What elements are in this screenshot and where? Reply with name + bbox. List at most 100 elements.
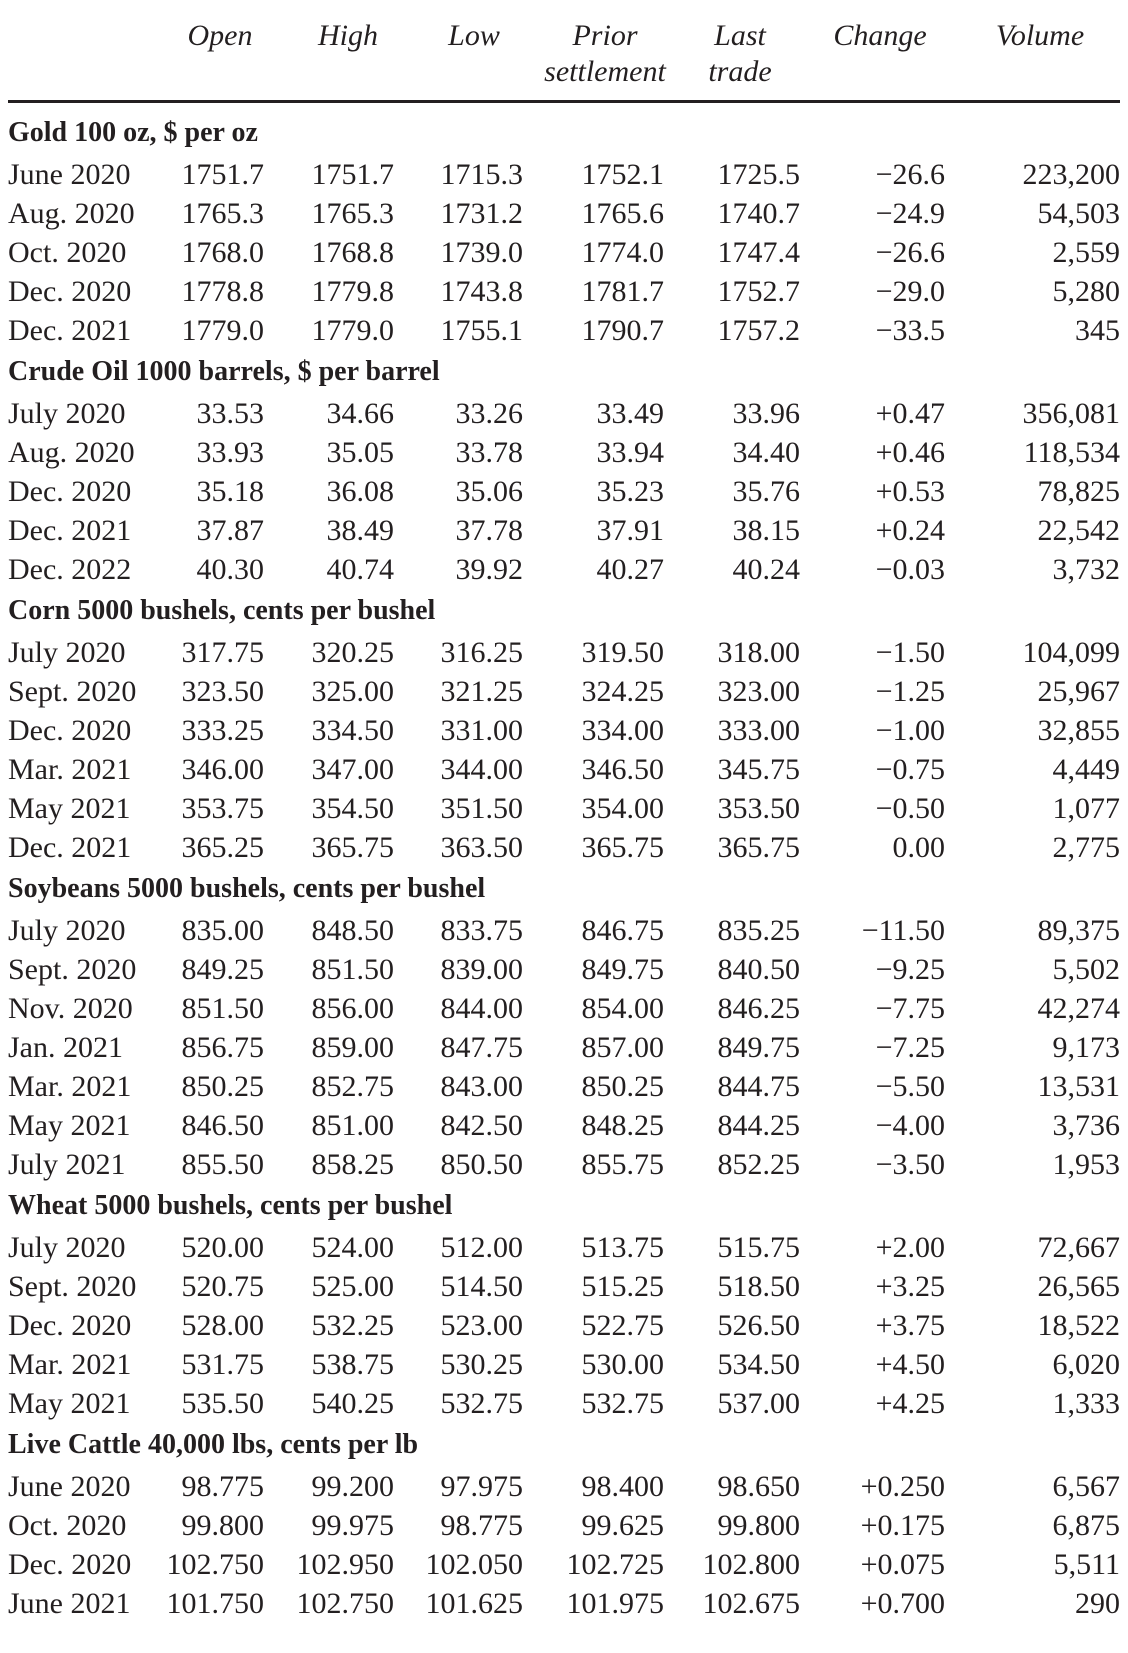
table-row: July 2020 33.53 34.66 33.26 33.49 33.96 +0.47 3…	[0, 394, 1128, 433]
cell-prior-settlement: 848.25	[581, 1109, 665, 1142]
cell-high: 1765.3	[311, 197, 395, 230]
cell-month: Dec. 2020	[8, 1309, 132, 1342]
cell-last-trade: 849.75	[717, 1031, 801, 1064]
cell-low: 363.50	[440, 831, 524, 864]
cell-low: 101.625	[425, 1587, 524, 1620]
header-trade-label: trade	[708, 55, 772, 88]
cell-prior-settlement: 854.00	[581, 992, 665, 1025]
cell-change: +2.00	[875, 1231, 945, 1264]
cell-last-trade: 840.50	[717, 953, 801, 986]
cell-prior-settlement: 1774.0	[581, 236, 665, 269]
cell-high: 859.00	[311, 1031, 395, 1064]
cell-open: 35.18	[196, 475, 265, 508]
cell-low: 1755.1	[440, 314, 524, 347]
cell-change: −9.25	[875, 953, 945, 986]
cell-low: 33.26	[455, 397, 524, 430]
table-row: Sept. 2020 849.25 851.50 839.00 849.75 840.50…	[0, 950, 1128, 989]
cell-prior-settlement: 346.50	[581, 753, 665, 786]
cell-volume: 89,375	[1037, 914, 1121, 947]
table-row: June 2020 98.775 99.200 97.975 98.400 98.650 +…	[0, 1467, 1128, 1506]
cell-open: 333.25	[181, 714, 265, 747]
header-rule	[8, 100, 1120, 103]
cell-change: −33.5	[875, 314, 945, 347]
cell-low: 316.25	[440, 636, 524, 669]
cell-prior-settlement: 1765.6	[581, 197, 665, 230]
cell-month: Oct. 2020	[8, 1509, 127, 1542]
cell-change: +0.250	[860, 1470, 945, 1503]
cell-month: June 2020	[8, 158, 131, 191]
cell-low: 839.00	[440, 953, 524, 986]
cell-change: −4.00	[875, 1109, 945, 1142]
cell-prior-settlement: 99.625	[581, 1509, 665, 1542]
cell-prior-settlement: 530.00	[581, 1348, 665, 1381]
cell-low: 37.78	[455, 514, 524, 547]
cell-low: 35.06	[455, 475, 524, 508]
cell-low: 331.00	[440, 714, 524, 747]
cell-last-trade: 102.800	[702, 1548, 801, 1581]
cell-change: −1.00	[875, 714, 945, 747]
cell-open: 99.800	[181, 1509, 265, 1542]
cell-last-trade: 844.25	[717, 1109, 801, 1142]
cell-volume: 1,333	[1052, 1387, 1121, 1420]
cell-month: Mar. 2021	[8, 753, 132, 786]
cell-prior-settlement: 850.25	[581, 1070, 665, 1103]
cell-month: Sept. 2020	[8, 675, 137, 708]
cell-last-trade: 34.40	[732, 436, 801, 469]
cell-volume: 118,534	[1023, 436, 1120, 469]
cell-open: 33.93	[196, 436, 265, 469]
cell-low: 102.050	[425, 1548, 524, 1581]
header-volume: Volume	[960, 18, 1120, 54]
cell-change: −1.50	[875, 636, 945, 669]
header-open: Open	[170, 18, 270, 54]
cell-volume: 2,559	[1052, 236, 1121, 269]
cell-volume: 2,775	[1052, 831, 1121, 864]
cell-month: Jan. 2021	[8, 1031, 123, 1064]
table-row: Oct. 2020 1768.0 1768.8 1739.0 1774.0 1747.4 −…	[0, 233, 1128, 272]
table-row: Dec. 2020 102.750 102.950 102.050 102.725 102…	[0, 1545, 1128, 1584]
cell-month: Dec. 2021	[8, 314, 132, 347]
cell-prior-settlement: 846.75	[581, 914, 665, 947]
cell-last-trade: 345.75	[717, 753, 801, 786]
cell-last-trade: 1752.7	[717, 275, 801, 308]
cell-high: 347.00	[311, 753, 395, 786]
table-row: Dec. 2020 1778.8 1779.8 1743.8 1781.7 1752.7 −…	[0, 272, 1128, 311]
cell-volume: 5,280	[1052, 275, 1121, 308]
cell-prior-settlement: 1790.7	[581, 314, 665, 347]
cell-open: 102.750	[166, 1548, 265, 1581]
cell-high: 1779.8	[311, 275, 395, 308]
header-open-label: Open	[187, 19, 253, 52]
cell-change: −7.25	[875, 1031, 945, 1064]
cell-last-trade: 365.75	[717, 831, 801, 864]
cell-prior-settlement: 532.75	[581, 1387, 665, 1420]
header-high: High	[298, 18, 398, 54]
cell-change: +0.175	[860, 1509, 945, 1542]
cell-volume: 25,967	[1037, 675, 1121, 708]
cell-open: 535.50	[181, 1387, 265, 1420]
cell-last-trade: 318.00	[717, 636, 801, 669]
cell-volume: 3,732	[1052, 553, 1121, 586]
cell-month: July 2020	[8, 397, 126, 430]
cell-month: July 2020	[8, 914, 126, 947]
cell-high: 856.00	[311, 992, 395, 1025]
cell-change: 0.00	[892, 831, 946, 864]
table-row: July 2021 855.50 858.25 850.50 855.75 852.25 −…	[0, 1145, 1128, 1184]
cell-change: −0.03	[875, 553, 945, 586]
cell-prior-settlement: 102.725	[566, 1548, 665, 1581]
cell-high: 851.50	[311, 953, 395, 986]
cell-change: −7.75	[875, 992, 945, 1025]
cell-high: 858.25	[311, 1148, 395, 1181]
cell-change: −26.6	[875, 236, 945, 269]
header-settlement-label: settlement	[544, 55, 666, 88]
cell-last-trade: 1747.4	[717, 236, 801, 269]
cell-high: 38.49	[326, 514, 395, 547]
table-row: May 2021 535.50 540.25 532.75 532.75 537.00 +4…	[0, 1384, 1128, 1423]
cell-volume: 5,502	[1052, 953, 1121, 986]
cell-open: 528.00	[181, 1309, 265, 1342]
cell-high: 320.25	[311, 636, 395, 669]
cell-month: Nov. 2020	[8, 992, 133, 1025]
cell-high: 851.00	[311, 1109, 395, 1142]
header-last-label: Last	[714, 19, 766, 52]
cell-last-trade: 526.50	[717, 1309, 801, 1342]
cell-last-trade: 518.50	[717, 1270, 801, 1303]
cell-month: Dec. 2020	[8, 275, 132, 308]
